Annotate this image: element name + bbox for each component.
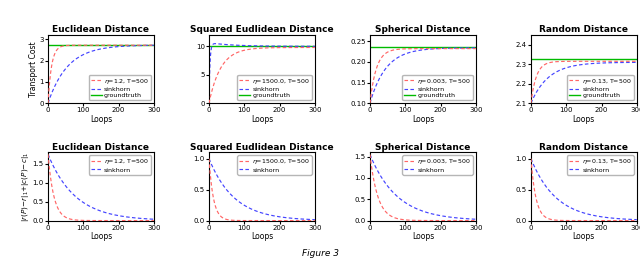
Title: Euclidean Distance: Euclidean Distance [52, 25, 150, 34]
Legend: $\eta$=0.13, T=500, sinkhorn: $\eta$=0.13, T=500, sinkhorn [567, 155, 634, 175]
Y-axis label: Transport Cost: Transport Cost [29, 41, 38, 97]
Legend: $\eta$=0.13, T=500, sinkhorn, groundtruth: $\eta$=0.13, T=500, sinkhorn, groundtrut… [567, 75, 634, 100]
Title: Squared Eudlidean Distance: Squared Eudlidean Distance [190, 25, 333, 34]
X-axis label: Loops: Loops [573, 232, 595, 241]
Text: Figure 3: Figure 3 [301, 249, 339, 258]
X-axis label: Loops: Loops [573, 115, 595, 124]
Legend: $\eta$=1500.0, T=500, sinkhorn: $\eta$=1500.0, T=500, sinkhorn [237, 155, 312, 175]
Legend: $\eta$=0.003, T=500, sinkhorn, groundtruth: $\eta$=0.003, T=500, sinkhorn, groundtru… [403, 75, 473, 100]
X-axis label: Loops: Loops [251, 232, 273, 241]
Legend: $\eta$=1.2, T=500, sinkhorn: $\eta$=1.2, T=500, sinkhorn [89, 155, 151, 175]
X-axis label: Loops: Loops [412, 115, 434, 124]
Title: Squared Eudlidean Distance: Squared Eudlidean Distance [190, 143, 333, 151]
Legend: $\eta$=0.003, T=500, sinkhorn: $\eta$=0.003, T=500, sinkhorn [403, 155, 473, 175]
Legend: $\eta$=1500.0, T=500, sinkhorn, groundtruth: $\eta$=1500.0, T=500, sinkhorn, groundtr… [237, 75, 312, 100]
Y-axis label: $|r(P){-}r|_1{+}|c(P){-}c|_1$: $|r(P){-}r|_1{+}|c(P){-}c|_1$ [20, 151, 31, 222]
X-axis label: Loops: Loops [412, 232, 434, 241]
Title: Random Distance: Random Distance [540, 25, 628, 34]
Title: Euclidean Distance: Euclidean Distance [52, 143, 150, 151]
Title: Spherical Distance: Spherical Distance [375, 143, 470, 151]
Title: Random Distance: Random Distance [540, 143, 628, 151]
Legend: $\eta$=1.2, T=500, sinkhorn, groundtruth: $\eta$=1.2, T=500, sinkhorn, groundtruth [89, 75, 151, 100]
X-axis label: Loops: Loops [90, 232, 112, 241]
X-axis label: Loops: Loops [251, 115, 273, 124]
X-axis label: Loops: Loops [90, 115, 112, 124]
Title: Spherical Distance: Spherical Distance [375, 25, 470, 34]
